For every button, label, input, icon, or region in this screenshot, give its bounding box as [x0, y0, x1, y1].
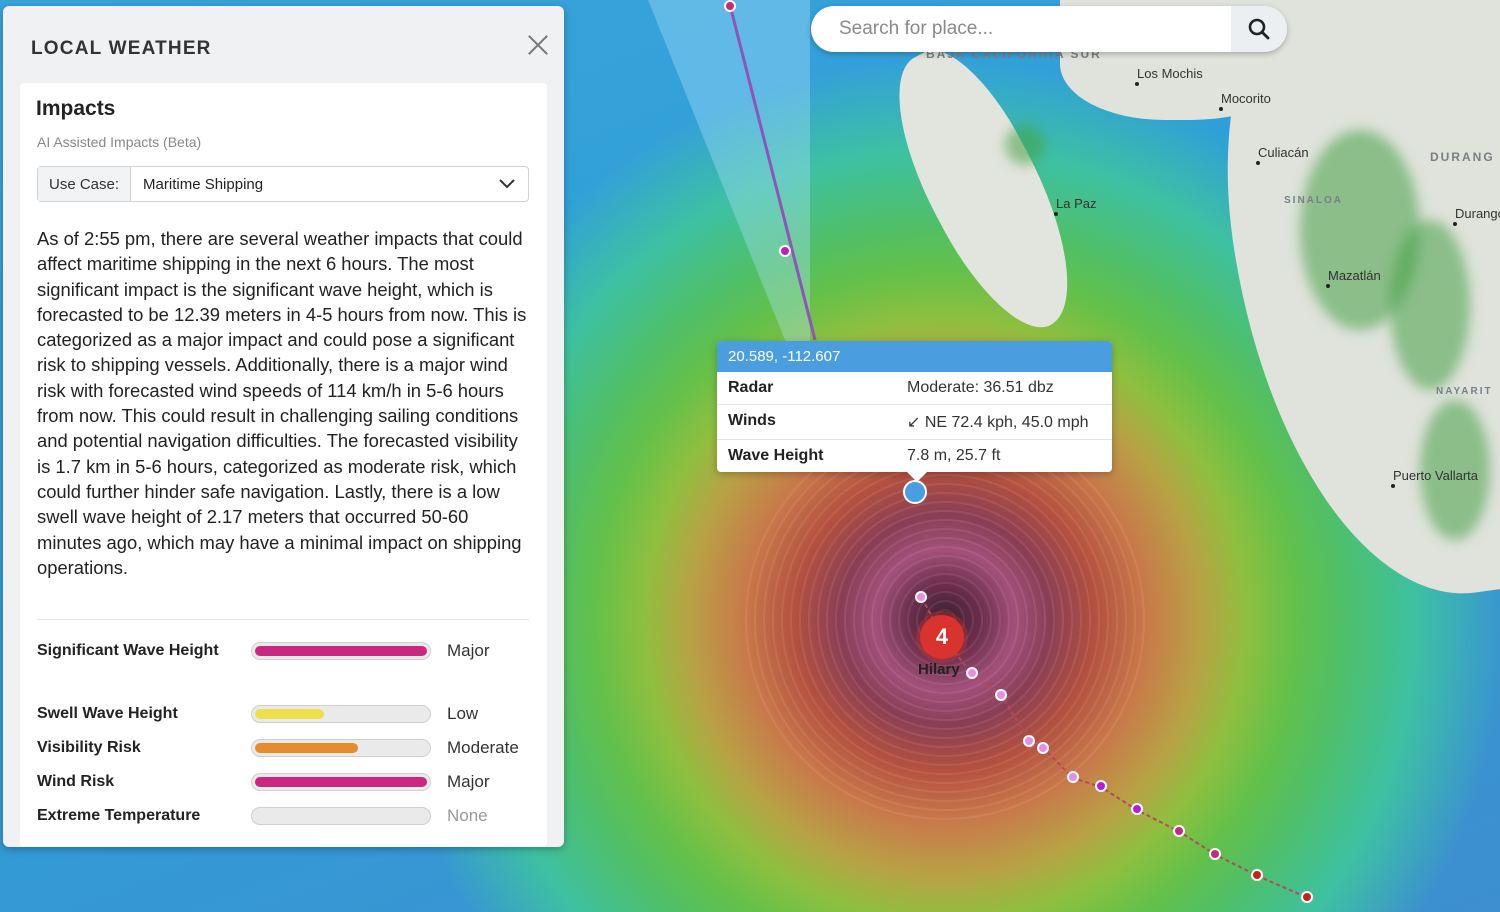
metric-level: Major: [447, 771, 490, 791]
metric-bar: [251, 738, 431, 757]
panel-title: LOCAL WEATHER: [31, 38, 212, 59]
track-point[interactable]: [724, 0, 736, 12]
search-input[interactable]: [811, 17, 1231, 41]
place-label: Los Mochis: [1135, 66, 1203, 86]
impact-summary: As of 2:55 pm, there are several weather…: [37, 228, 527, 578]
tooltip-value: 7.8 m, 25.7 ft: [907, 447, 1001, 464]
metric-bar: [251, 806, 431, 825]
region-label: SINALOA: [1284, 195, 1343, 206]
tooltip-value: Moderate: 36.51 dbz: [907, 379, 1054, 396]
tooltip-key: Wave Height: [728, 447, 824, 464]
place-label: Culiacán: [1256, 145, 1309, 165]
search-bar: [811, 6, 1287, 52]
tooltip-row: Wave Height 7.8 m, 25.7 ft: [717, 440, 1112, 472]
tooltip-row: Radar Moderate: 36.51 dbz: [717, 372, 1112, 405]
storm-category: 4: [935, 624, 949, 649]
track-point[interactable]: [1209, 848, 1221, 860]
divider: [37, 619, 529, 620]
impact-metric: Extreme Temperature None: [37, 803, 537, 828]
place-label: Durango: [1453, 206, 1500, 226]
chevron-down-icon: [499, 179, 515, 189]
metric-bar: [251, 772, 431, 791]
search-button[interactable]: [1231, 6, 1287, 52]
hurricane-icon[interactable]: 4: [920, 615, 964, 659]
track-point[interactable]: [1131, 803, 1143, 815]
metric-level: Low: [447, 703, 479, 723]
track-point[interactable]: [1173, 825, 1185, 837]
track-point[interactable]: [995, 689, 1007, 701]
impacts-card: Impacts AI Assisted Impacts (Beta) Use C…: [20, 83, 547, 847]
impact-metric: Visibility Risk Moderate: [37, 735, 537, 760]
metric-bar-fill: [255, 645, 427, 656]
place-label: Mocorito: [1219, 91, 1271, 111]
metric-level: Major: [447, 640, 490, 660]
tooltip-value: ↙ NE 72.4 kph, 45.0 mph: [907, 414, 1089, 431]
use-case-value: Maritime Shipping: [143, 175, 264, 193]
card-subtitle: AI Assisted Impacts (Beta): [37, 134, 202, 150]
metric-label: Significant Wave Height: [37, 642, 219, 659]
place-label: Mazatlán: [1326, 268, 1381, 288]
precip-area: [1420, 400, 1490, 540]
impact-metric: Significant Wave Height Major: [37, 638, 537, 663]
tooltip-row: Winds ↙ NE 72.4 kph, 45.0 mph: [717, 405, 1112, 440]
storm-name: Hilary: [918, 661, 960, 678]
search-icon: [1248, 18, 1270, 40]
metric-label: Visibility Risk: [37, 739, 141, 756]
track-point[interactable]: [966, 667, 978, 679]
metric-bar: [251, 641, 431, 660]
track-point[interactable]: [1037, 742, 1049, 754]
close-icon[interactable]: [523, 30, 553, 60]
metric-level: Moderate: [447, 737, 519, 757]
tooltip-key: Radar: [728, 379, 774, 396]
place-label: La Paz: [1053, 196, 1097, 216]
metric-bar-fill: [255, 776, 427, 787]
point-info-tooltip: 20.589, -112.607 Radar Moderate: 36.51 d…: [717, 341, 1112, 482]
track-point[interactable]: [915, 591, 927, 603]
metric-bar-fill: [255, 708, 324, 719]
metric-label: Swell Wave Height: [37, 705, 178, 722]
use-case-label: Use Case:: [38, 167, 132, 201]
precip-area: [1005, 125, 1045, 165]
impact-metric: Wind Risk Major: [37, 769, 537, 794]
use-case-select[interactable]: Use Case: Maritime Shipping: [37, 166, 529, 202]
track-point[interactable]: [1067, 771, 1079, 783]
track-point[interactable]: [1023, 735, 1035, 747]
metric-level: None: [447, 805, 488, 825]
location-pin[interactable]: [903, 480, 927, 504]
metric-label: Extreme Temperature: [37, 807, 201, 824]
use-case-dropdown[interactable]: Maritime Shipping: [131, 167, 528, 201]
region-label: DURANG: [1430, 150, 1495, 164]
tooltip-key: Winds: [728, 412, 776, 429]
precip-area: [1390, 220, 1470, 390]
metric-bar: [251, 704, 431, 723]
track-point[interactable]: [1251, 869, 1263, 881]
impact-metric: Swell Wave Height Low: [37, 701, 537, 726]
local-weather-panel: LOCAL WEATHER Impacts AI Assisted Impact…: [3, 6, 564, 847]
track-point[interactable]: [1095, 780, 1107, 792]
place-label: Puerto Vallarta: [1390, 468, 1479, 488]
track-point[interactable]: [1301, 891, 1313, 903]
card-title: Impacts: [36, 97, 116, 120]
metric-bar-fill: [255, 742, 358, 753]
tooltip-coordinates: 20.589, -112.607: [717, 341, 1112, 372]
track-point[interactable]: [779, 245, 791, 257]
region-label: NAYARIT: [1436, 386, 1493, 397]
metric-label: Wind Risk: [37, 773, 115, 790]
